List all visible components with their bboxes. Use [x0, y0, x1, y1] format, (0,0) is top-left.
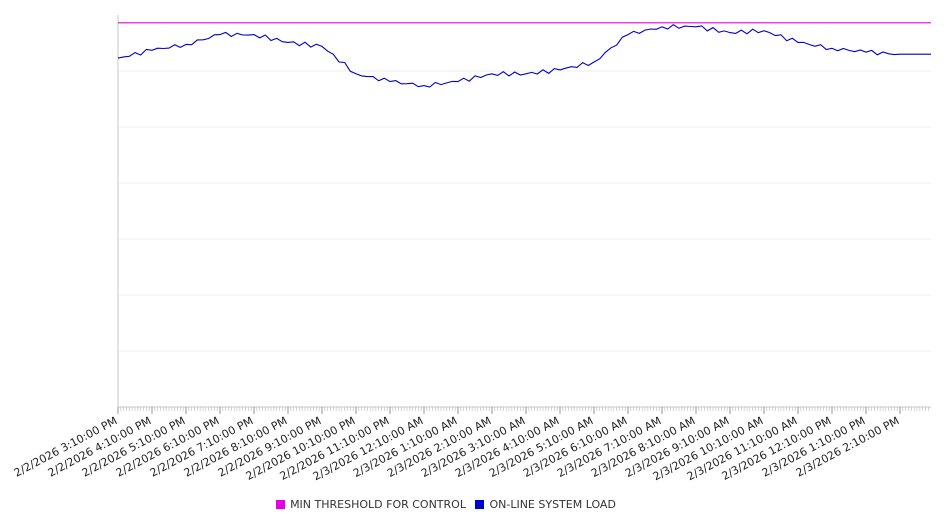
legend: MIN THRESHOLD FOR CONTROL ON-LINE SYSTEM… [0, 498, 892, 512]
legend-item-online-system-load[interactable]: ON-LINE SYSTEM LOAD [475, 498, 616, 511]
legend-label-min-threshold: MIN THRESHOLD FOR CONTROL [290, 498, 466, 511]
gridlines [118, 70, 931, 352]
series-line-on-line-system-load [117, 24, 931, 88]
legend-swatch-min-threshold [276, 500, 286, 509]
x-axis-tick-labels: 2/2/2026 3:10:00 PM2/2/2026 4:10:00 PM2/… [12, 407, 901, 483]
x-axis-minor-ticks [117, 407, 929, 411]
legend-label-online-system-load: ON-LINE SYSTEM LOAD [489, 498, 616, 511]
series-lines [117, 22, 931, 88]
legend-item-min-threshold[interactable]: MIN THRESHOLD FOR CONTROL [276, 498, 466, 511]
legend-swatch-online-system-load [475, 500, 485, 509]
